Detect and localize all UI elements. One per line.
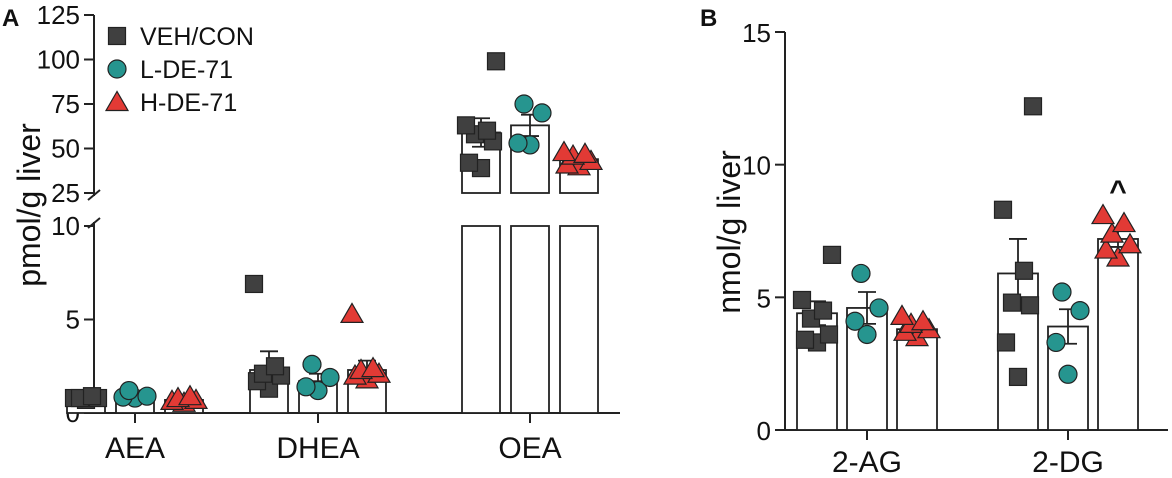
legend-label: L-DE-71 [140, 56, 233, 84]
data-point [795, 330, 815, 349]
data-point [119, 380, 139, 401]
data-point [514, 94, 534, 114]
panel-a-letter: A [2, 5, 19, 32]
y-tick-label: 10 [51, 211, 80, 241]
data-point [1090, 203, 1116, 225]
y-tick-label: 0 [757, 416, 771, 446]
data-point [1023, 97, 1043, 116]
category-label: OEA [498, 432, 561, 465]
panel-b-y-axis-title: nmol/g liver [711, 150, 747, 314]
legend-marker [107, 59, 127, 79]
category-label: 2-DG [1032, 446, 1104, 478]
data-point [1008, 367, 1028, 387]
panel-a-points [64, 52, 604, 412]
data-point [1014, 261, 1034, 280]
data-point [456, 116, 476, 135]
legend-marker [107, 26, 127, 46]
data-point [792, 290, 812, 310]
panel-a-tick-labels: 0510255075100125 [37, 0, 80, 428]
data-point [1117, 232, 1143, 254]
panel-b: B nmol/g liver 0 5 10 15 2-AG 2-DG ^ [700, 5, 1168, 478]
bar [510, 225, 550, 414]
data-point [296, 377, 316, 397]
data-point [572, 142, 598, 163]
y-tick-label: 50 [51, 134, 80, 164]
y-tick-label: 25 [51, 178, 80, 208]
panel-b-category-labels: 2-AG 2-DG [832, 446, 1104, 478]
data-point [1099, 221, 1125, 243]
data-point [477, 121, 497, 140]
panel-b-points [792, 97, 1143, 387]
panel-b-bars [796, 238, 1139, 431]
y-tick-label: 125 [37, 0, 80, 30]
data-point [360, 356, 386, 378]
panel-b-tick-labels: 0 5 10 15 [742, 18, 771, 446]
data-point [845, 311, 865, 331]
category-label: AEA [105, 432, 165, 465]
category-label: DHEA [276, 432, 359, 465]
legend-label: VEH/CON [140, 23, 254, 51]
legend-marker [104, 90, 130, 112]
y-tick-label: 15 [742, 18, 771, 48]
data-point [532, 103, 552, 123]
data-point [910, 309, 936, 331]
y-tick-label: 10 [742, 151, 771, 181]
panel-a: A pmol/g liver 0510255075100125 AEADHEAO… [2, 0, 620, 465]
data-point [1093, 237, 1119, 259]
panel-b-letter: B [700, 5, 717, 32]
axis-break-mark-top [87, 189, 101, 201]
data-point [82, 387, 102, 406]
data-point [889, 304, 915, 326]
data-point [1070, 301, 1090, 321]
panel-a-y-axis-title: pmol/g liver [11, 123, 47, 287]
data-point [869, 298, 889, 318]
data-point [1052, 282, 1072, 302]
data-point [819, 325, 839, 344]
data-point [993, 200, 1013, 219]
legend-label: H-DE-71 [140, 89, 237, 117]
data-point [1002, 293, 1022, 312]
data-point [320, 367, 340, 388]
y-tick-label: 5 [66, 305, 80, 335]
data-point [851, 263, 871, 284]
data-point [265, 357, 285, 376]
bar [1097, 238, 1139, 431]
data-point [1020, 296, 1040, 315]
y-tick-label: 5 [757, 283, 771, 313]
data-point [244, 274, 264, 294]
bar [559, 225, 599, 414]
data-point [1046, 332, 1066, 353]
data-point [996, 333, 1016, 352]
data-point [857, 324, 877, 345]
bar [461, 225, 501, 414]
data-point [508, 133, 528, 153]
data-point [822, 245, 842, 264]
data-point [459, 153, 479, 172]
category-label: 2-AG [832, 446, 902, 478]
data-point [813, 301, 833, 320]
panel-b-annotations: ^ [1109, 175, 1127, 208]
data-point [1058, 364, 1078, 384]
significance-mark: ^ [1109, 175, 1127, 208]
data-point [137, 386, 157, 406]
data-point [302, 354, 322, 374]
data-point [339, 302, 365, 323]
data-point [177, 384, 203, 406]
y-tick-label: 100 [37, 45, 80, 75]
data-point [1111, 211, 1137, 233]
legend: VEH/CON L-DE-71 H-DE-71 [104, 23, 254, 117]
y-tick-label: 75 [51, 89, 80, 119]
panel-a-category-labels: AEA DHEA OEA [105, 432, 562, 465]
data-point [551, 140, 577, 162]
data-point [486, 52, 506, 71]
